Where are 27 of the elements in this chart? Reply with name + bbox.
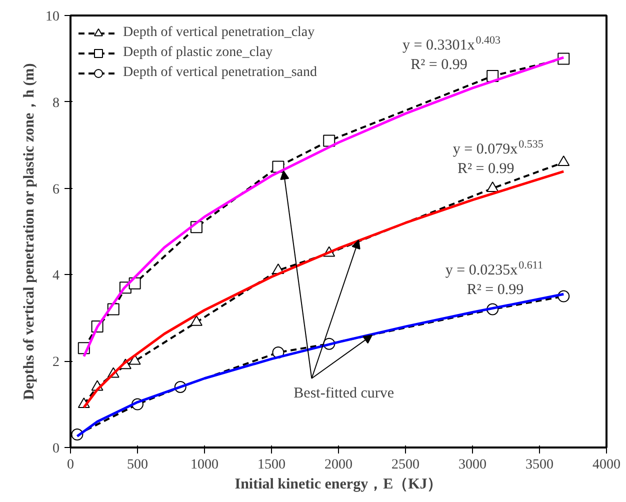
point: [486, 181, 499, 192]
x-tick-label: 3500: [526, 458, 554, 472]
x-tick-label: 1500: [258, 458, 286, 472]
x-axis-title: Initial kinetic energy，E（KJ）: [234, 476, 442, 492]
annotation: R² = 0.99: [410, 57, 468, 74]
y-tick-label: 10: [46, 10, 60, 24]
x-tick-label: 0: [67, 458, 74, 472]
x-tick-label: 4000: [592, 458, 620, 472]
legend-label: Depth of plastic zone_clay: [123, 45, 273, 61]
point: [190, 315, 202, 326]
y-tick-label: 8: [52, 96, 60, 111]
x-tick-label: 2000: [324, 458, 352, 472]
y-axis-title: Depths of vertical penetration or plastic zone，h (m): [22, 63, 38, 400]
x-tick-label: 2500: [392, 458, 420, 472]
y-tick-label: 0: [52, 442, 60, 456]
y-tick-label: 2: [52, 355, 60, 370]
point: [558, 156, 570, 166]
x-tick-label: 500: [127, 458, 148, 472]
annotation: Best-fitted curve: [294, 386, 394, 402]
legend-label: Depth of vertical penetration_sand: [123, 65, 317, 81]
x-tick-label: 3000: [458, 458, 486, 472]
legend-label: Depth of vertical penetration_clay: [123, 25, 315, 41]
x-tick-label: 1000: [190, 458, 218, 472]
annotation: R² = 0.99: [466, 282, 524, 298]
annotation: R² = 0.99: [458, 160, 514, 177]
y-tick-label: 6: [52, 182, 60, 198]
y-tick-label: 4: [52, 268, 60, 284]
